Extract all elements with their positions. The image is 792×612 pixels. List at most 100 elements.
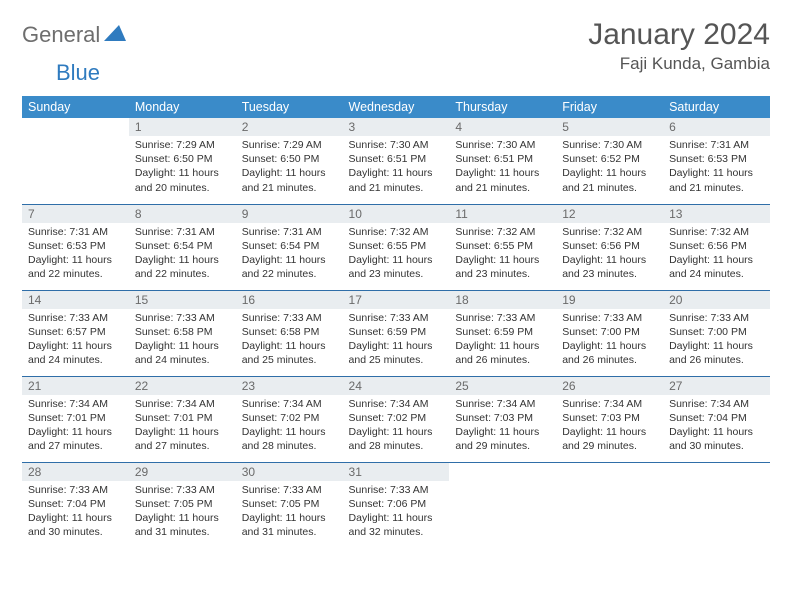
weekday-header: Friday [556, 96, 663, 118]
calendar-cell: 20Sunrise: 7:33 AMSunset: 7:00 PMDayligh… [663, 290, 770, 376]
calendar-cell: 18Sunrise: 7:33 AMSunset: 6:59 PMDayligh… [449, 290, 556, 376]
calendar-cell: 1Sunrise: 7:29 AMSunset: 6:50 PMDaylight… [129, 118, 236, 204]
day-details: Sunrise: 7:33 AMSunset: 7:04 PMDaylight:… [22, 481, 129, 544]
day-details: Sunrise: 7:33 AMSunset: 6:59 PMDaylight:… [449, 309, 556, 372]
day-number: 14 [22, 291, 129, 309]
day-details: Sunrise: 7:33 AMSunset: 7:05 PMDaylight:… [129, 481, 236, 544]
calendar-cell: 28Sunrise: 7:33 AMSunset: 7:04 PMDayligh… [22, 462, 129, 548]
day-number: 5 [556, 118, 663, 136]
day-number: 16 [236, 291, 343, 309]
day-details: Sunrise: 7:31 AMSunset: 6:53 PMDaylight:… [663, 136, 770, 199]
weekday-header: Wednesday [343, 96, 450, 118]
calendar-cell: 16Sunrise: 7:33 AMSunset: 6:58 PMDayligh… [236, 290, 343, 376]
day-number: 2 [236, 118, 343, 136]
calendar-cell: 6Sunrise: 7:31 AMSunset: 6:53 PMDaylight… [663, 118, 770, 204]
day-details: Sunrise: 7:34 AMSunset: 7:02 PMDaylight:… [343, 395, 450, 458]
calendar-cell: 26Sunrise: 7:34 AMSunset: 7:03 PMDayligh… [556, 376, 663, 462]
day-number: 13 [663, 205, 770, 223]
calendar-cell: 8Sunrise: 7:31 AMSunset: 6:54 PMDaylight… [129, 204, 236, 290]
calendar-cell: 7Sunrise: 7:31 AMSunset: 6:53 PMDaylight… [22, 204, 129, 290]
calendar-header-row: Sunday Monday Tuesday Wednesday Thursday… [22, 96, 770, 118]
day-number: 6 [663, 118, 770, 136]
day-details: Sunrise: 7:31 AMSunset: 6:54 PMDaylight:… [236, 223, 343, 286]
day-number: 4 [449, 118, 556, 136]
day-details: Sunrise: 7:31 AMSunset: 6:53 PMDaylight:… [22, 223, 129, 286]
calendar-cell: 10Sunrise: 7:32 AMSunset: 6:55 PMDayligh… [343, 204, 450, 290]
calendar-cell: 11Sunrise: 7:32 AMSunset: 6:55 PMDayligh… [449, 204, 556, 290]
day-details: Sunrise: 7:30 AMSunset: 6:51 PMDaylight:… [449, 136, 556, 199]
day-number: 22 [129, 377, 236, 395]
title-block: January 2024 Faji Kunda, Gambia [588, 18, 770, 74]
calendar-cell: 31Sunrise: 7:33 AMSunset: 7:06 PMDayligh… [343, 462, 450, 548]
day-details: Sunrise: 7:33 AMSunset: 7:00 PMDaylight:… [663, 309, 770, 372]
day-details: Sunrise: 7:33 AMSunset: 7:06 PMDaylight:… [343, 481, 450, 544]
day-details: Sunrise: 7:33 AMSunset: 6:59 PMDaylight:… [343, 309, 450, 372]
day-number: 28 [22, 463, 129, 481]
day-number: 12 [556, 205, 663, 223]
day-number: 27 [663, 377, 770, 395]
calendar-row: 7Sunrise: 7:31 AMSunset: 6:53 PMDaylight… [22, 204, 770, 290]
day-number: 20 [663, 291, 770, 309]
day-details: Sunrise: 7:32 AMSunset: 6:56 PMDaylight:… [556, 223, 663, 286]
day-number: 3 [343, 118, 450, 136]
day-details: Sunrise: 7:33 AMSunset: 7:00 PMDaylight:… [556, 309, 663, 372]
day-number: 30 [236, 463, 343, 481]
day-details: Sunrise: 7:33 AMSunset: 6:58 PMDaylight:… [129, 309, 236, 372]
calendar-cell: 24Sunrise: 7:34 AMSunset: 7:02 PMDayligh… [343, 376, 450, 462]
logo: General [22, 22, 128, 48]
day-number: 15 [129, 291, 236, 309]
day-number: 10 [343, 205, 450, 223]
calendar-row: 1Sunrise: 7:29 AMSunset: 6:50 PMDaylight… [22, 118, 770, 204]
day-details: Sunrise: 7:31 AMSunset: 6:54 PMDaylight:… [129, 223, 236, 286]
day-details: Sunrise: 7:29 AMSunset: 6:50 PMDaylight:… [236, 136, 343, 199]
calendar-body: 1Sunrise: 7:29 AMSunset: 6:50 PMDaylight… [22, 118, 770, 548]
day-number: 29 [129, 463, 236, 481]
calendar-cell: 21Sunrise: 7:34 AMSunset: 7:01 PMDayligh… [22, 376, 129, 462]
day-number: 31 [343, 463, 450, 481]
day-details: Sunrise: 7:34 AMSunset: 7:03 PMDaylight:… [556, 395, 663, 458]
day-details: Sunrise: 7:29 AMSunset: 6:50 PMDaylight:… [129, 136, 236, 199]
calendar-cell: 27Sunrise: 7:34 AMSunset: 7:04 PMDayligh… [663, 376, 770, 462]
calendar-cell: 5Sunrise: 7:30 AMSunset: 6:52 PMDaylight… [556, 118, 663, 204]
weekday-header: Monday [129, 96, 236, 118]
day-number: 17 [343, 291, 450, 309]
day-number: 26 [556, 377, 663, 395]
day-number: 25 [449, 377, 556, 395]
calendar-cell: 15Sunrise: 7:33 AMSunset: 6:58 PMDayligh… [129, 290, 236, 376]
day-details: Sunrise: 7:34 AMSunset: 7:01 PMDaylight:… [129, 395, 236, 458]
calendar-cell [556, 462, 663, 548]
calendar-table: Sunday Monday Tuesday Wednesday Thursday… [22, 96, 770, 548]
calendar-cell: 30Sunrise: 7:33 AMSunset: 7:05 PMDayligh… [236, 462, 343, 548]
day-details: Sunrise: 7:32 AMSunset: 6:55 PMDaylight:… [343, 223, 450, 286]
day-details: Sunrise: 7:33 AMSunset: 6:58 PMDaylight:… [236, 309, 343, 372]
day-number: 21 [22, 377, 129, 395]
day-number: 1 [129, 118, 236, 136]
calendar-cell [22, 118, 129, 204]
calendar-cell: 13Sunrise: 7:32 AMSunset: 6:56 PMDayligh… [663, 204, 770, 290]
day-details: Sunrise: 7:30 AMSunset: 6:52 PMDaylight:… [556, 136, 663, 199]
calendar-cell: 22Sunrise: 7:34 AMSunset: 7:01 PMDayligh… [129, 376, 236, 462]
calendar-cell: 2Sunrise: 7:29 AMSunset: 6:50 PMDaylight… [236, 118, 343, 204]
day-number: 7 [22, 205, 129, 223]
day-details: Sunrise: 7:30 AMSunset: 6:51 PMDaylight:… [343, 136, 450, 199]
calendar-cell: 4Sunrise: 7:30 AMSunset: 6:51 PMDaylight… [449, 118, 556, 204]
day-details: Sunrise: 7:34 AMSunset: 7:01 PMDaylight:… [22, 395, 129, 458]
day-details: Sunrise: 7:32 AMSunset: 6:55 PMDaylight:… [449, 223, 556, 286]
day-details: Sunrise: 7:32 AMSunset: 6:56 PMDaylight:… [663, 223, 770, 286]
day-details: Sunrise: 7:34 AMSunset: 7:02 PMDaylight:… [236, 395, 343, 458]
calendar-cell: 23Sunrise: 7:34 AMSunset: 7:02 PMDayligh… [236, 376, 343, 462]
weekday-header: Tuesday [236, 96, 343, 118]
day-number: 24 [343, 377, 450, 395]
calendar-cell: 12Sunrise: 7:32 AMSunset: 6:56 PMDayligh… [556, 204, 663, 290]
logo-word2: Blue [56, 60, 100, 85]
location-label: Faji Kunda, Gambia [588, 54, 770, 74]
calendar-row: 21Sunrise: 7:34 AMSunset: 7:01 PMDayligh… [22, 376, 770, 462]
calendar-cell: 25Sunrise: 7:34 AMSunset: 7:03 PMDayligh… [449, 376, 556, 462]
calendar-cell [449, 462, 556, 548]
weekday-header: Saturday [663, 96, 770, 118]
day-number: 8 [129, 205, 236, 223]
calendar-cell: 29Sunrise: 7:33 AMSunset: 7:05 PMDayligh… [129, 462, 236, 548]
month-title: January 2024 [588, 18, 770, 52]
day-number: 19 [556, 291, 663, 309]
calendar-cell: 9Sunrise: 7:31 AMSunset: 6:54 PMDaylight… [236, 204, 343, 290]
